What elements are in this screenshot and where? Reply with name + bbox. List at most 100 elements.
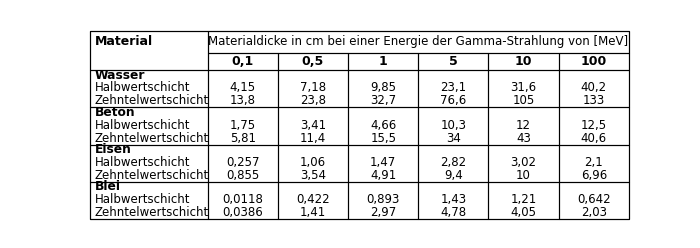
Bar: [208, 182, 278, 219]
Text: Blei: Blei: [94, 181, 120, 193]
Text: 40,2: 40,2: [581, 81, 607, 94]
Text: 1,06: 1,06: [300, 156, 326, 169]
Text: 10: 10: [516, 169, 531, 182]
Text: 40,6: 40,6: [581, 131, 607, 145]
Bar: [348, 53, 419, 70]
Bar: [559, 182, 629, 219]
Text: 2,03: 2,03: [581, 206, 607, 219]
Text: 0,893: 0,893: [367, 193, 400, 206]
Text: Materialdicke in cm bei einer Energie der Gamma-Strahlung von [MeV]: Materialdicke in cm bei einer Energie de…: [208, 35, 629, 48]
Text: 23,8: 23,8: [300, 94, 326, 107]
Bar: [559, 70, 629, 107]
Text: 76,6: 76,6: [440, 94, 466, 107]
Text: 0,1: 0,1: [232, 55, 254, 68]
Bar: [489, 107, 559, 145]
Bar: [90, 182, 208, 219]
Text: Zehntelwertschicht: Zehntelwertschicht: [94, 206, 209, 219]
Text: Beton: Beton: [94, 106, 135, 119]
Text: Zehntelwertschicht: Zehntelwertschicht: [94, 94, 209, 107]
Text: 12,5: 12,5: [581, 119, 607, 131]
Text: Zehntelwertschicht: Zehntelwertschicht: [94, 169, 209, 182]
Text: 0,422: 0,422: [296, 193, 330, 206]
Text: 0,855: 0,855: [226, 169, 260, 182]
Text: 4,91: 4,91: [370, 169, 396, 182]
Text: Halbwertschicht: Halbwertschicht: [94, 193, 190, 206]
Text: 32,7: 32,7: [370, 94, 396, 107]
Bar: [489, 145, 559, 182]
Bar: [208, 70, 278, 107]
Text: 6,96: 6,96: [581, 169, 607, 182]
Text: 0,0118: 0,0118: [223, 193, 263, 206]
Bar: [278, 107, 348, 145]
Text: 0,5: 0,5: [302, 55, 324, 68]
Bar: [278, 70, 348, 107]
Text: 2,97: 2,97: [370, 206, 396, 219]
Text: 43: 43: [516, 131, 531, 145]
Text: 5: 5: [449, 55, 458, 68]
Text: 4,15: 4,15: [230, 81, 256, 94]
Text: Material: Material: [94, 35, 153, 48]
Bar: [348, 145, 419, 182]
Text: 1,41: 1,41: [300, 206, 326, 219]
Text: 3,41: 3,41: [300, 119, 326, 131]
Bar: [90, 31, 208, 70]
Bar: [489, 70, 559, 107]
Text: Halbwertschicht: Halbwertschicht: [94, 119, 190, 131]
Bar: [348, 70, 419, 107]
Text: 34: 34: [446, 131, 461, 145]
Text: 1: 1: [379, 55, 388, 68]
Text: 3,02: 3,02: [510, 156, 537, 169]
Bar: [419, 107, 489, 145]
Bar: [208, 107, 278, 145]
Text: 2,1: 2,1: [584, 156, 603, 169]
Text: 1,21: 1,21: [510, 193, 537, 206]
Text: 31,6: 31,6: [510, 81, 537, 94]
Text: Halbwertschicht: Halbwertschicht: [94, 81, 190, 94]
Bar: [90, 107, 208, 145]
Text: 133: 133: [582, 94, 605, 107]
Text: 15,5: 15,5: [370, 131, 396, 145]
Text: 105: 105: [512, 94, 535, 107]
Bar: [278, 145, 348, 182]
Text: 9,85: 9,85: [370, 81, 396, 94]
Bar: [278, 53, 348, 70]
Text: 100: 100: [581, 55, 607, 68]
Text: Eisen: Eisen: [94, 143, 132, 156]
Bar: [489, 53, 559, 70]
Text: 23,1: 23,1: [440, 81, 466, 94]
Text: 0,642: 0,642: [577, 193, 610, 206]
Bar: [419, 145, 489, 182]
Bar: [559, 53, 629, 70]
Text: 12: 12: [516, 119, 531, 131]
Bar: [348, 107, 419, 145]
Bar: [208, 145, 278, 182]
Bar: [559, 145, 629, 182]
Bar: [489, 182, 559, 219]
Text: Halbwertschicht: Halbwertschicht: [94, 156, 190, 169]
Bar: [278, 182, 348, 219]
Bar: [419, 53, 489, 70]
Text: 1,47: 1,47: [370, 156, 396, 169]
Text: 0,257: 0,257: [226, 156, 260, 169]
Bar: [348, 182, 419, 219]
Bar: [419, 70, 489, 107]
Text: 10: 10: [514, 55, 532, 68]
Bar: [208, 31, 629, 53]
Bar: [90, 145, 208, 182]
Text: 2,82: 2,82: [440, 156, 466, 169]
Text: 1,75: 1,75: [230, 119, 256, 131]
Text: 9,4: 9,4: [444, 169, 463, 182]
Text: 10,3: 10,3: [440, 119, 466, 131]
Text: 5,81: 5,81: [230, 131, 256, 145]
Text: 0,0386: 0,0386: [223, 206, 263, 219]
Bar: [559, 107, 629, 145]
Text: 3,54: 3,54: [300, 169, 326, 182]
Text: 4,66: 4,66: [370, 119, 396, 131]
Text: 13,8: 13,8: [230, 94, 256, 107]
Text: Wasser: Wasser: [94, 69, 145, 82]
Text: Zehntelwertschicht: Zehntelwertschicht: [94, 131, 209, 145]
Bar: [90, 70, 208, 107]
Text: 4,05: 4,05: [510, 206, 537, 219]
Text: 11,4: 11,4: [300, 131, 326, 145]
Bar: [208, 53, 278, 70]
